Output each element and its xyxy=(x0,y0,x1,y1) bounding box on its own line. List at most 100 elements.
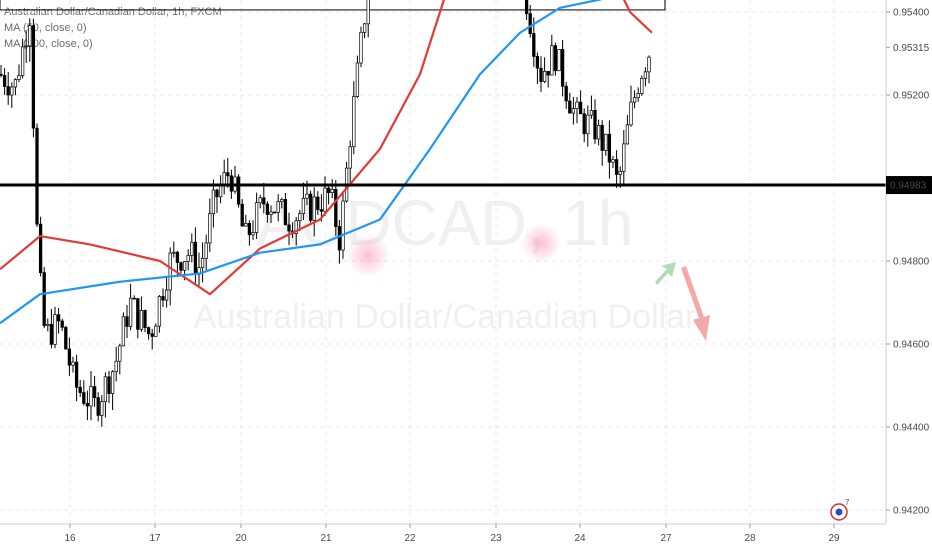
candles xyxy=(0,0,651,427)
candle-body xyxy=(568,100,572,114)
candle-body xyxy=(287,224,291,232)
logo-dot xyxy=(835,508,843,516)
candle-body xyxy=(564,85,568,102)
candle-body xyxy=(193,241,198,275)
candle-body xyxy=(341,200,345,251)
candle-body xyxy=(539,67,543,82)
candle-body xyxy=(139,310,144,330)
candle-body xyxy=(589,110,594,116)
candle-body xyxy=(150,333,154,337)
candle-body xyxy=(240,203,244,227)
time-tick-label: 29 xyxy=(828,533,840,544)
candle-body xyxy=(337,226,342,251)
candle-body xyxy=(254,202,259,233)
candle-body xyxy=(35,127,39,225)
arrows xyxy=(655,262,710,341)
candle-body xyxy=(323,187,327,212)
candle-body xyxy=(600,124,604,151)
candle-body xyxy=(553,45,558,72)
candle-body xyxy=(132,297,136,300)
candle-body xyxy=(218,185,223,198)
candle-body xyxy=(17,75,21,80)
candle-body xyxy=(622,143,626,172)
time-tick-label: 17 xyxy=(149,533,161,544)
candle-body xyxy=(154,325,158,337)
candle-body xyxy=(110,371,115,394)
price-tick-label: 0.95400 xyxy=(893,8,930,19)
candle-body xyxy=(42,272,46,326)
candle-body xyxy=(56,314,61,322)
candle-body xyxy=(604,133,608,151)
candle-body xyxy=(24,45,28,48)
candle-body xyxy=(164,289,169,301)
candle-body xyxy=(629,101,633,126)
candle-body xyxy=(251,232,255,236)
up-arrow-icon xyxy=(655,262,676,285)
candle-body xyxy=(625,124,630,145)
candle-body xyxy=(247,222,252,236)
candle-body xyxy=(53,314,57,345)
candle-body xyxy=(103,376,108,402)
candle-body xyxy=(355,62,360,97)
candle-body xyxy=(575,101,579,110)
candle-body xyxy=(182,261,187,271)
level-price-tag-label: 0.94983 xyxy=(890,181,927,192)
candle-body xyxy=(319,209,324,212)
chart-logo[interactable]: 7 xyxy=(830,498,850,521)
price-tick-label: 0.94400 xyxy=(893,423,930,434)
highlight-glow xyxy=(346,233,390,277)
time-tick-label: 24 xyxy=(574,533,586,544)
candle-body xyxy=(614,159,619,175)
candle-body xyxy=(49,323,54,345)
candle-body xyxy=(85,403,90,407)
candle-body xyxy=(28,25,32,47)
candle-body xyxy=(578,101,583,115)
time-tick-label: 27 xyxy=(660,533,672,544)
candle-body xyxy=(528,13,532,34)
candle-body xyxy=(179,262,183,271)
candle-body xyxy=(640,77,644,94)
candle-body xyxy=(82,392,86,404)
horizontal-levels[interactable] xyxy=(0,0,886,187)
candle-body xyxy=(560,49,565,87)
candle-body xyxy=(305,193,309,199)
time-axis[interactable]: 16 17 20 21 22 23 24 27 28 29 xyxy=(0,523,886,544)
candle-body xyxy=(46,323,50,326)
candle-body xyxy=(10,86,14,96)
candle-body xyxy=(265,203,270,215)
candle-body xyxy=(571,108,576,114)
price-tick-label: 0.94200 xyxy=(893,506,930,517)
candle-body xyxy=(190,241,194,256)
br-level-zone: BR LEVEL xyxy=(0,0,666,277)
time-tick-label: 16 xyxy=(64,533,76,544)
candle-body xyxy=(359,31,363,64)
candle-body xyxy=(67,348,72,366)
candle-body xyxy=(244,222,248,227)
candle-body xyxy=(550,45,554,76)
time-tick-label: 23 xyxy=(490,533,502,544)
price-axis[interactable]: 0.966000.964000.962000.960000.956000.954… xyxy=(885,0,932,524)
candle-body xyxy=(92,386,97,398)
candle-body xyxy=(298,213,302,222)
candle-body xyxy=(38,223,43,273)
candle-body xyxy=(172,251,176,254)
candle-body xyxy=(643,71,648,79)
time-tick-label: 28 xyxy=(744,533,756,544)
candle-body xyxy=(200,258,205,269)
candle-body xyxy=(157,296,162,327)
candle-body xyxy=(280,199,284,203)
candle-body xyxy=(13,79,18,88)
candle-body xyxy=(366,0,370,25)
candle-body xyxy=(607,133,612,163)
candle-body xyxy=(175,251,180,263)
candle-body xyxy=(31,25,36,129)
candle-body xyxy=(204,242,208,259)
candle-body xyxy=(0,73,3,76)
candle-body xyxy=(211,189,216,215)
candle-body xyxy=(215,189,219,198)
candle-body xyxy=(301,197,306,215)
candle-body xyxy=(532,33,536,57)
candle-body xyxy=(611,159,615,163)
candle-body xyxy=(229,175,234,192)
